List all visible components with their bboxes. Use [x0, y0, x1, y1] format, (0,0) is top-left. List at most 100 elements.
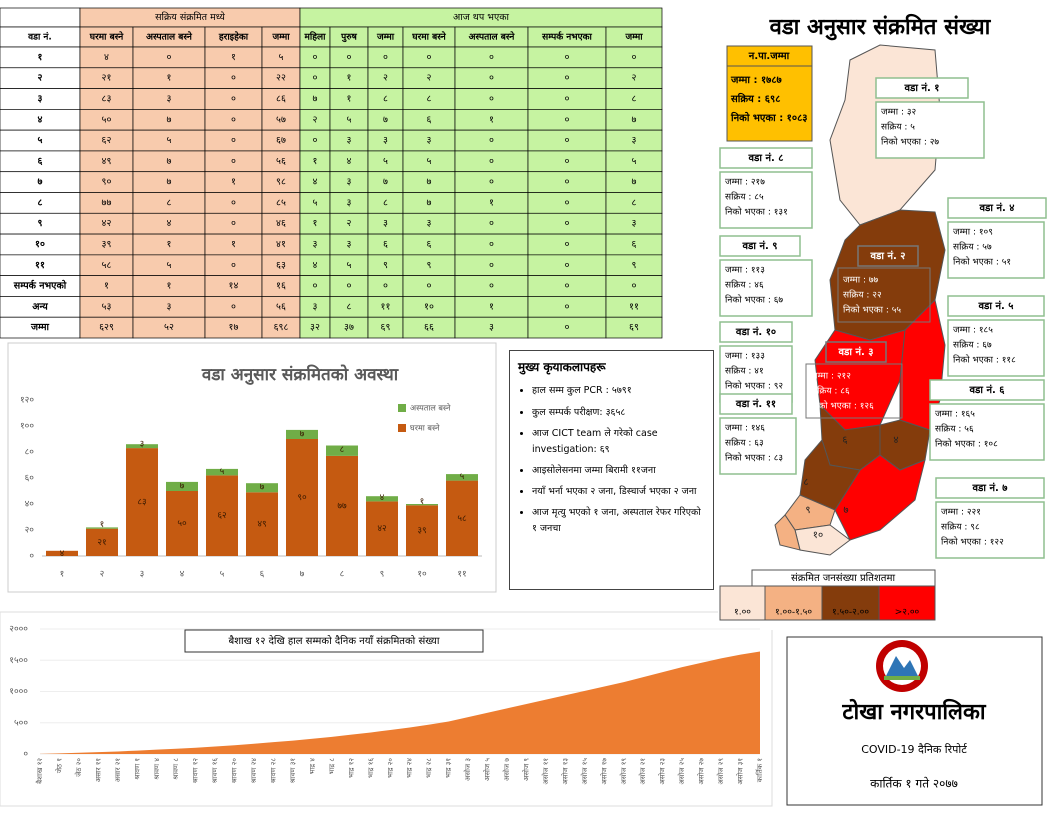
x-tick-label: भाद्र १६ [367, 758, 375, 778]
legend-title: संक्रमित जनसंख्या प्रतिशतमा [791, 572, 895, 584]
table-cell-text: ६ [427, 239, 432, 250]
table-cell-text: ५८ [102, 260, 112, 271]
table-cell-text: ० [565, 114, 570, 125]
table-cell-text: ० [489, 93, 494, 104]
table-cell-text: ० [383, 281, 388, 292]
x-tick-label: असोज २१ [638, 758, 647, 785]
data-label: ४२ [377, 524, 387, 534]
bar-segment [206, 475, 238, 556]
table-cell-text: ६२९ [99, 322, 114, 333]
table-cell-text: ३ [347, 135, 352, 146]
table-cell-text: ३ [632, 135, 637, 146]
x-tick-label: श्रावण २८ [270, 758, 278, 784]
table-cell-text: ५२ [164, 322, 174, 333]
table-cell-text: ० [565, 177, 570, 188]
table-cell-text: ८ [167, 197, 172, 208]
ward-line: निको भएका : १२६ [811, 400, 874, 412]
table-cell-text: ७ [632, 177, 637, 188]
table-cell-text: ० [231, 73, 236, 84]
x-tick-label: भाद्र २० [386, 758, 394, 778]
table-cell-text: ५ [38, 135, 43, 146]
ward-body [719, 171, 813, 229]
x-tick-label: कार्तिक १ [755, 758, 764, 782]
ward-line: जम्मा : ७७ [843, 276, 879, 286]
table-cell-text: १ [313, 156, 318, 167]
ward-box: वडा नं. १० जम्मा : १३३ सक्रिय : ४१ निको भएक… [719, 321, 793, 403]
bar-segment [366, 501, 398, 556]
column-header: जम्मा [376, 33, 395, 43]
ward-line: जम्मा : ३२ [881, 108, 917, 118]
ward-line: सक्रिय : ६७ [953, 339, 992, 351]
ward-header [719, 235, 801, 257]
ward-line: निको भएका : २७ [881, 136, 939, 148]
table-cell-text: ० [489, 135, 494, 146]
bar-segment [86, 528, 118, 556]
bar-segment [46, 550, 78, 556]
summary-body [726, 65, 813, 142]
ward-header [719, 147, 813, 169]
ward-line: निको भएका : ५५ [843, 304, 901, 316]
x-tick-label: श्रावण ४ [153, 758, 161, 780]
data-label: २१ [97, 538, 106, 548]
table-cell-text: २ [383, 73, 388, 84]
table-cell-text: ४ [313, 177, 318, 188]
table-cell-text: ० [427, 52, 432, 63]
data-label: ३ [140, 440, 145, 450]
activities: मुख्य कृयाकलापहरू हाल सम्म कुल PCR : ५७९… [509, 350, 714, 590]
bar-segment [126, 444, 158, 449]
table-cell-text: ५ [167, 135, 172, 146]
column-header: पुरुष [340, 33, 357, 43]
x-tick-label: श्रावण १२ [192, 758, 200, 784]
legend-swatch [398, 424, 406, 432]
y-tick-label: ० [29, 552, 34, 562]
table-cell-text: ० [565, 322, 570, 333]
table-cell-text: ३ [427, 135, 432, 146]
region-label: ४ [893, 435, 898, 446]
title-box [184, 629, 484, 653]
data-label: ४ [380, 493, 385, 503]
table-cell-text: ३२ [310, 322, 320, 333]
ward-line: निको भएका : १३१ [725, 206, 788, 218]
column-header: जम्मा [271, 33, 290, 43]
table-cell-text: ० [167, 52, 172, 63]
ward-label: वडा नं. ११ [735, 398, 776, 410]
table-cell-text: ० [313, 52, 318, 63]
table-cell-text: ० [347, 281, 352, 292]
table-cell-text: ५३ [102, 301, 112, 312]
table-cell-text: ९ [427, 260, 432, 271]
column-header: महिला [304, 31, 327, 43]
ward-line: जम्मा : १६५ [935, 410, 975, 420]
bar-segment [246, 492, 278, 556]
ward-line: सक्रिय : ४१ [725, 365, 764, 377]
table-cell-text: १ [347, 93, 352, 104]
table-cell-text: १ [489, 197, 494, 208]
ward-box: वडा नं. ८ जम्मा : २१७ सक्रिय : ८५ निको भएका… [719, 147, 813, 229]
x-tick-label: भाद्र १२ [347, 758, 355, 778]
bar-segment [86, 527, 118, 529]
ward-line: सक्रिय : ५७ [953, 241, 992, 253]
summary-line: निको भएका : १०८३ [730, 111, 807, 124]
ward-header [935, 477, 1045, 499]
region-label: ६ [842, 435, 847, 446]
table-cell-text: ४१ [276, 239, 286, 250]
data-label: ७७ [337, 501, 347, 511]
bar-segment [166, 481, 198, 491]
ward-line: सक्रिय : ८५ [725, 191, 764, 203]
table-cell-text: १ [167, 239, 172, 250]
table-cell-text: ५६ [276, 301, 286, 312]
ward-line: सक्रिय : ८६ [811, 385, 850, 397]
column-header: अस्पताल बस्ने [146, 31, 193, 43]
ward-region [834, 454, 926, 541]
table-cell-text: ० [489, 281, 494, 292]
table-cell-text: ७ [167, 177, 172, 188]
x-tick-label: श्रावण ८ [172, 758, 180, 780]
x-tick-label: असोज ९ [521, 758, 530, 781]
x-tick-label: भाद्र ८ [328, 758, 336, 775]
table-cell-text: ७ [427, 177, 432, 188]
table-cell-text: ७ [383, 114, 388, 125]
x-tick-label: असोज ५ [483, 758, 492, 781]
data-label: ९० [297, 493, 307, 503]
summary-box: न.पा.जम्मा जम्मा : १७८७ सक्रिय : ६९८ निको भ… [726, 45, 813, 142]
table-cell-text: ० [565, 93, 570, 104]
table-cell-text: ० [231, 114, 236, 125]
